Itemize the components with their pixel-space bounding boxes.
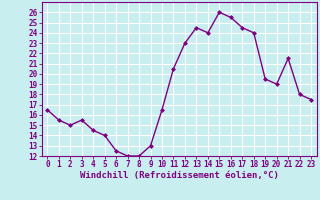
X-axis label: Windchill (Refroidissement éolien,°C): Windchill (Refroidissement éolien,°C) — [80, 171, 279, 180]
